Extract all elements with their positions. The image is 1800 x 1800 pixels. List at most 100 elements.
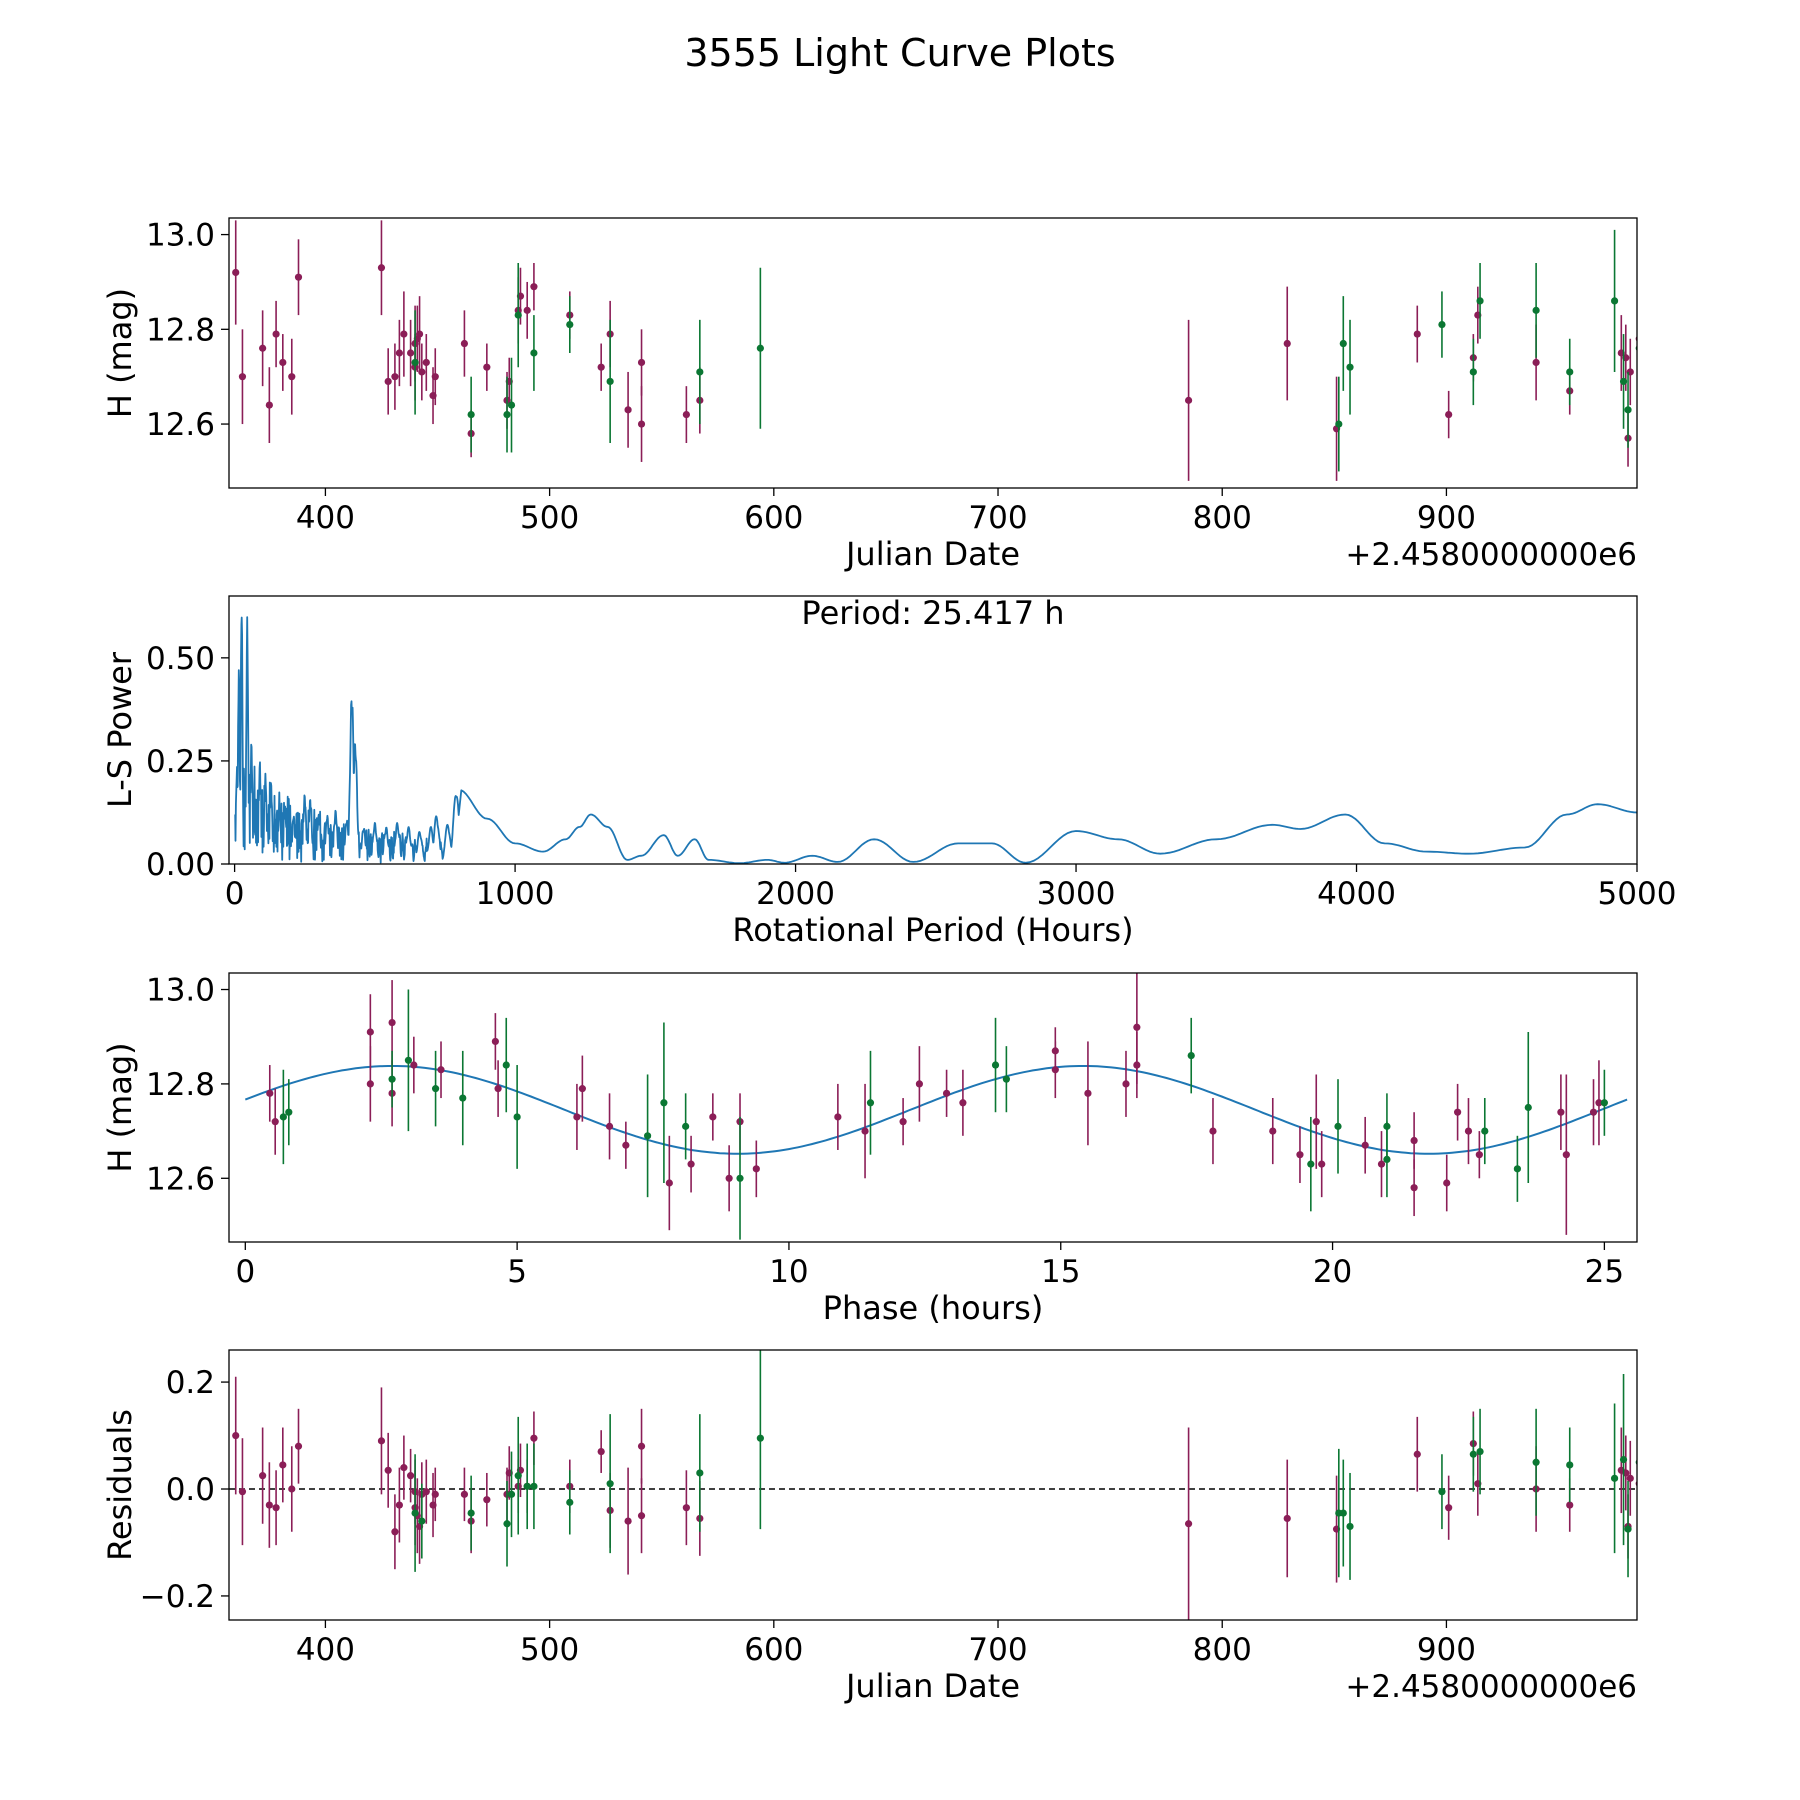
lightcurve-xtick-label: 900 [1417, 500, 1476, 536]
residuals-point-green [507, 1490, 516, 1498]
periodogram-xtick-label: 2000 [756, 876, 835, 912]
residuals-ytick-label: −0.2 [140, 1579, 215, 1615]
phased-axes-frame [228, 972, 1638, 1243]
residuals-point-magenta [400, 1464, 408, 1472]
phased-ytick-label: 13.0 [146, 973, 215, 1009]
phased-point-magenta [1269, 1127, 1277, 1135]
lightcurve-ytick-label: 13.0 [146, 218, 215, 254]
lightcurve-xtick-label: 600 [744, 500, 803, 536]
lightcurve-point-green [566, 320, 574, 329]
lightcurve-point-magenta [530, 283, 538, 291]
lightcurve-point-magenta [272, 330, 280, 338]
residuals-point-green [1438, 1488, 1446, 1496]
lightcurve-panel: 400 500 600 700 800 900 12.6 12.8 13.0 Julian Da… [101, 217, 1638, 573]
periodogram-xlabel: Rotational Period (Hours) [732, 911, 1133, 949]
residuals-point-green [1619, 1456, 1628, 1464]
phased-point-magenta [687, 1160, 695, 1168]
phased-point-green [660, 1099, 668, 1107]
lightcurve-point-magenta [407, 349, 415, 357]
lightcurve-point-magenta [429, 392, 437, 400]
residuals-point-magenta [391, 1528, 399, 1536]
phased-point-green [1481, 1127, 1489, 1135]
phased-point-magenta [1562, 1151, 1570, 1159]
lightcurve-xtick-label: 700 [968, 500, 1027, 536]
periodogram-marks [234, 616, 1637, 864]
lightcurve-xtick-label: 500 [520, 500, 579, 536]
periodogram-ytick-label: 0.00 [146, 847, 215, 883]
residuals-point-green [1476, 1447, 1484, 1456]
residuals-point-magenta [272, 1504, 280, 1512]
lightcurve-point-magenta [395, 349, 403, 357]
lightcurve-point-magenta [418, 368, 426, 376]
periodogram-ticks: 0 1000 2000 3000 4000 5000 0.00 0.25 0.50 [146, 641, 1676, 912]
residuals-point-magenta [637, 1442, 646, 1450]
lightcurve-point-magenta [422, 358, 430, 367]
phased-xtick-label: 0 [235, 1254, 255, 1290]
phased-point-magenta [752, 1165, 760, 1173]
lightcurve-point-green [1339, 339, 1347, 348]
phased-point-green [1334, 1122, 1342, 1130]
phased-point-magenta [1051, 1047, 1059, 1055]
lightcurve-point-magenta [1283, 339, 1291, 348]
residuals-point-green [696, 1469, 704, 1477]
lightcurve-point-magenta [288, 373, 296, 381]
residuals-point-magenta [1283, 1514, 1291, 1523]
phased-point-magenta [709, 1113, 717, 1121]
lightcurve-point-magenta [523, 306, 531, 314]
lightcurve-point-magenta [483, 363, 491, 371]
residuals-point-magenta [1445, 1504, 1453, 1512]
lightcurve-ytick-label: 12.8 [146, 312, 215, 348]
residuals-point-green [1339, 1509, 1347, 1517]
lightcurve-point-green [467, 410, 475, 419]
residuals-point-green [756, 1434, 764, 1442]
phased-point-magenta [573, 1113, 581, 1121]
lightcurve-point-green [1438, 320, 1446, 329]
residuals-point-green [1624, 1525, 1632, 1533]
phased-point-green [991, 1061, 1000, 1069]
periodogram-xtick-label: 1000 [476, 876, 555, 912]
lightcurve-point-green [1566, 368, 1574, 376]
phased-point-magenta [622, 1141, 630, 1149]
lightcurve-point-green [1610, 297, 1619, 305]
phased-plot-area [244, 973, 1628, 1240]
residuals-point-magenta [624, 1517, 632, 1525]
lightcurve-ylabel: H (mag) [101, 288, 139, 418]
residuals-axes-frame [228, 1349, 1638, 1621]
phased-point-green [682, 1122, 690, 1130]
residuals-point-green [530, 1482, 538, 1490]
residuals-xlabel: Julian Date [844, 1667, 1020, 1705]
phased-ytick-label: 12.6 [146, 1161, 215, 1197]
lightcurve-point-green [411, 358, 419, 367]
residuals-marks [229, 1350, 1637, 1620]
phased-point-magenta [1318, 1160, 1326, 1168]
phased-ticks: 0 5 10 15 20 25 12.6 12.8 13.0 [146, 973, 1624, 1290]
residuals-point-green [523, 1482, 531, 1490]
lightcurve-point-magenta [1184, 396, 1193, 404]
lightcurve-point-green [1624, 406, 1632, 414]
lightcurve-point-green [530, 349, 538, 357]
residuals-point-magenta [279, 1461, 287, 1469]
residuals-point-green [1532, 1458, 1540, 1466]
lightcurve-point-magenta [1413, 330, 1421, 338]
lightcurve-xtick-label: 800 [1193, 500, 1252, 536]
phased-point-green [1513, 1165, 1522, 1173]
lightcurve-point-magenta [597, 363, 605, 371]
periodogram-line [234, 616, 1637, 864]
residuals-ytick-label: 0.2 [166, 1365, 215, 1401]
lightcurve-point-magenta [637, 358, 646, 367]
lightcurve-ticks: 400 500 600 700 800 900 12.6 12.8 13.0 [146, 218, 1476, 536]
phased-point-green [736, 1174, 744, 1182]
phased-ytick-label: 12.8 [146, 1067, 215, 1103]
periodogram-xtick-label: 3000 [1037, 876, 1116, 912]
residuals-point-green [1346, 1522, 1354, 1531]
phased-point-magenta [1443, 1179, 1451, 1187]
phased-point-magenta [1410, 1136, 1418, 1145]
phased-point-green [513, 1113, 521, 1121]
residuals-point-magenta [637, 1512, 646, 1520]
residuals-xtick-label: 500 [520, 1632, 579, 1668]
lightcurve-point-magenta [400, 330, 408, 338]
residuals-point-green [418, 1517, 426, 1525]
phased-point-magenta [1377, 1160, 1386, 1168]
residuals-point-magenta [1566, 1501, 1574, 1509]
